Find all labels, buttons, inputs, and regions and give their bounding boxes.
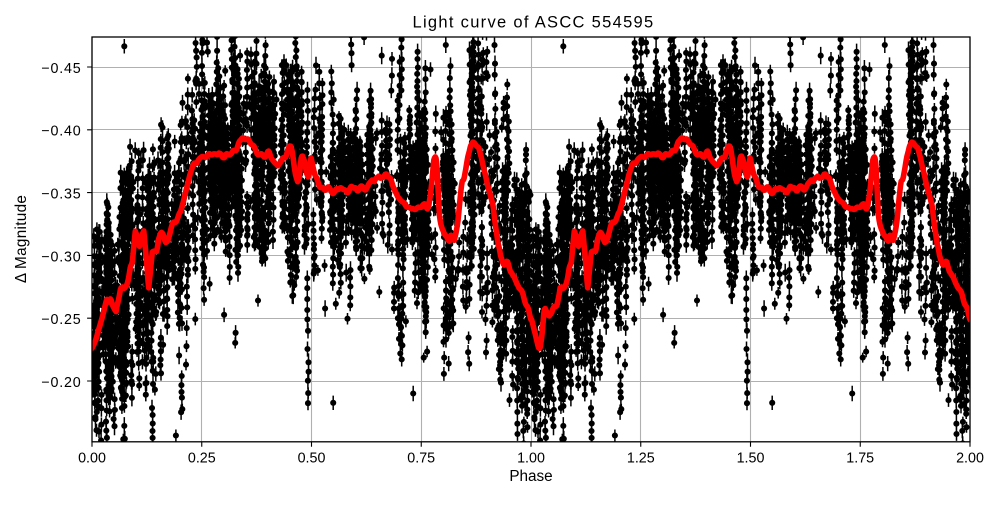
svg-text:1.75: 1.75 [846, 451, 874, 467]
svg-text:Δ Magnitude: Δ Magnitude [13, 195, 30, 283]
svg-text:Phase: Phase [509, 468, 552, 485]
svg-text:−0.40: −0.40 [41, 124, 81, 140]
svg-text:Light curve of ASCC 554595: Light curve of ASCC 554595 [412, 14, 654, 32]
svg-text:1.00: 1.00 [517, 451, 545, 467]
svg-text:−0.35: −0.35 [41, 187, 81, 203]
svg-text:−0.30: −0.30 [41, 249, 81, 265]
svg-text:1.25: 1.25 [627, 451, 655, 467]
svg-text:0.75: 0.75 [407, 451, 435, 467]
svg-text:0.50: 0.50 [298, 451, 326, 467]
svg-text:0.25: 0.25 [188, 451, 216, 467]
svg-text:2.00: 2.00 [956, 451, 984, 467]
svg-text:−0.25: −0.25 [41, 312, 81, 328]
svg-text:−0.45: −0.45 [41, 61, 81, 77]
svg-text:−0.20: −0.20 [41, 375, 81, 391]
svg-text:1.50: 1.50 [737, 451, 765, 467]
svg-text:0.00: 0.00 [78, 451, 106, 467]
